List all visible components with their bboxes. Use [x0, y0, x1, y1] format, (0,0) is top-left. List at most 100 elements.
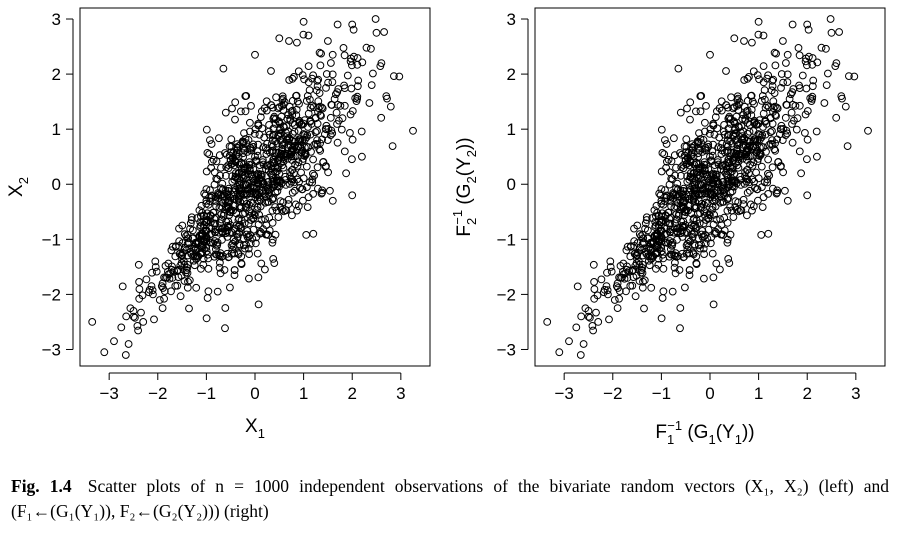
data-point	[740, 37, 748, 45]
data-point	[728, 187, 737, 196]
data-point	[723, 142, 732, 151]
data-point	[613, 304, 622, 313]
data-point	[380, 28, 389, 36]
data-point	[295, 119, 304, 128]
data-point	[841, 102, 850, 111]
data-point	[180, 243, 189, 252]
data-point	[593, 291, 602, 300]
data-point	[700, 207, 709, 215]
data-point	[711, 170, 720, 179]
data-point	[244, 179, 253, 188]
data-point	[277, 150, 286, 159]
data-point	[340, 81, 349, 90]
data-point	[626, 242, 635, 251]
right-plot-frame	[534, 7, 886, 367]
data-point	[251, 50, 259, 59]
data-point	[682, 135, 691, 144]
data-point	[696, 180, 705, 189]
data-point	[631, 249, 639, 258]
data-point	[243, 227, 252, 235]
data-point	[655, 217, 663, 225]
data-point	[714, 180, 723, 189]
data-point	[681, 156, 690, 165]
data-point	[265, 226, 274, 235]
data-point	[721, 160, 730, 169]
data-point	[246, 231, 255, 239]
data-point	[771, 102, 779, 111]
data-point	[110, 337, 118, 346]
data-point	[701, 198, 710, 207]
data-point	[688, 144, 697, 152]
data-point	[176, 261, 185, 270]
data-point	[588, 322, 597, 330]
data-point	[740, 76, 749, 84]
data-point	[657, 167, 666, 176]
right-x-tick-label: −2	[603, 384, 622, 403]
data-point	[723, 218, 732, 227]
data-point	[724, 193, 733, 202]
data-point	[720, 191, 729, 200]
data-point	[678, 198, 687, 207]
data-point	[204, 287, 213, 296]
data-point	[589, 260, 598, 269]
data-point	[221, 108, 230, 117]
data-point	[316, 61, 325, 70]
data-point	[386, 102, 395, 111]
data-point	[685, 266, 694, 275]
data-point	[240, 164, 249, 172]
data-point	[202, 314, 211, 323]
data-point	[722, 101, 731, 109]
data-point	[224, 184, 233, 193]
data-point	[658, 294, 667, 302]
data-point	[712, 259, 721, 268]
data-point	[241, 180, 250, 189]
data-point	[760, 86, 769, 94]
data-point	[240, 219, 249, 228]
data-point	[279, 157, 288, 166]
data-point	[759, 193, 768, 202]
right-y-tick-label: −3	[497, 340, 516, 359]
caption-label: Fig. 1.4	[11, 476, 72, 496]
data-point	[187, 216, 196, 224]
figure-caption: Fig. 1.4 Scatter plots of n = 1000 indep…	[11, 474, 889, 524]
data-point	[348, 20, 357, 29]
data-point	[783, 50, 792, 59]
data-point	[832, 113, 841, 122]
data-point	[183, 230, 192, 239]
data-point	[230, 249, 239, 258]
data-point	[761, 95, 769, 104]
data-point	[255, 130, 264, 139]
data-point	[769, 108, 777, 116]
data-point	[129, 307, 138, 315]
data-point	[706, 50, 714, 59]
data-point	[338, 114, 347, 123]
data-point	[247, 102, 255, 110]
data-point	[813, 58, 822, 67]
data-point	[304, 143, 313, 152]
data-point	[640, 276, 649, 285]
data-point	[159, 284, 167, 292]
data-point	[813, 152, 821, 161]
data-point	[647, 283, 656, 292]
data-point	[785, 95, 794, 103]
left-y-tick-label: −2	[42, 285, 61, 304]
data-point	[178, 254, 186, 263]
data-point	[764, 103, 773, 111]
data-point	[314, 108, 322, 116]
data-point	[592, 308, 600, 317]
data-point	[769, 104, 778, 112]
data-point	[661, 211, 670, 220]
data-point	[782, 59, 790, 67]
data-point	[740, 180, 749, 188]
data-point	[208, 157, 216, 166]
data-point	[771, 139, 779, 148]
data-point	[635, 261, 644, 269]
data-point	[134, 326, 143, 335]
data-point	[759, 78, 768, 87]
data-point	[664, 155, 673, 164]
data-point	[731, 129, 740, 138]
data-point	[695, 171, 704, 180]
scatter-figure: −3 −2 −1 0 1 2 3 −3 −2 −1 0 1 2 3 −3 −2 −1 0 1 2 3 −3 −2 −1 0 1 2 3…	[6, 7, 886, 447]
data-point	[701, 231, 710, 239]
data-point	[822, 44, 830, 53]
